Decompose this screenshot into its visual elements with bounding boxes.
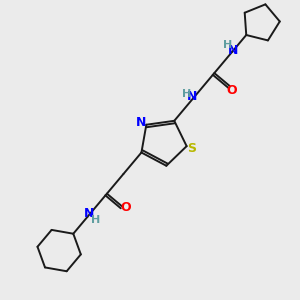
Text: O: O [227, 84, 238, 97]
Text: N: N [84, 207, 94, 220]
Text: S: S [187, 142, 196, 155]
Text: H: H [91, 215, 100, 225]
Text: H: H [182, 89, 191, 99]
Text: N: N [188, 90, 198, 103]
Text: N: N [136, 116, 146, 129]
Text: N: N [228, 44, 238, 57]
Text: H: H [224, 40, 233, 50]
Text: O: O [120, 201, 131, 214]
